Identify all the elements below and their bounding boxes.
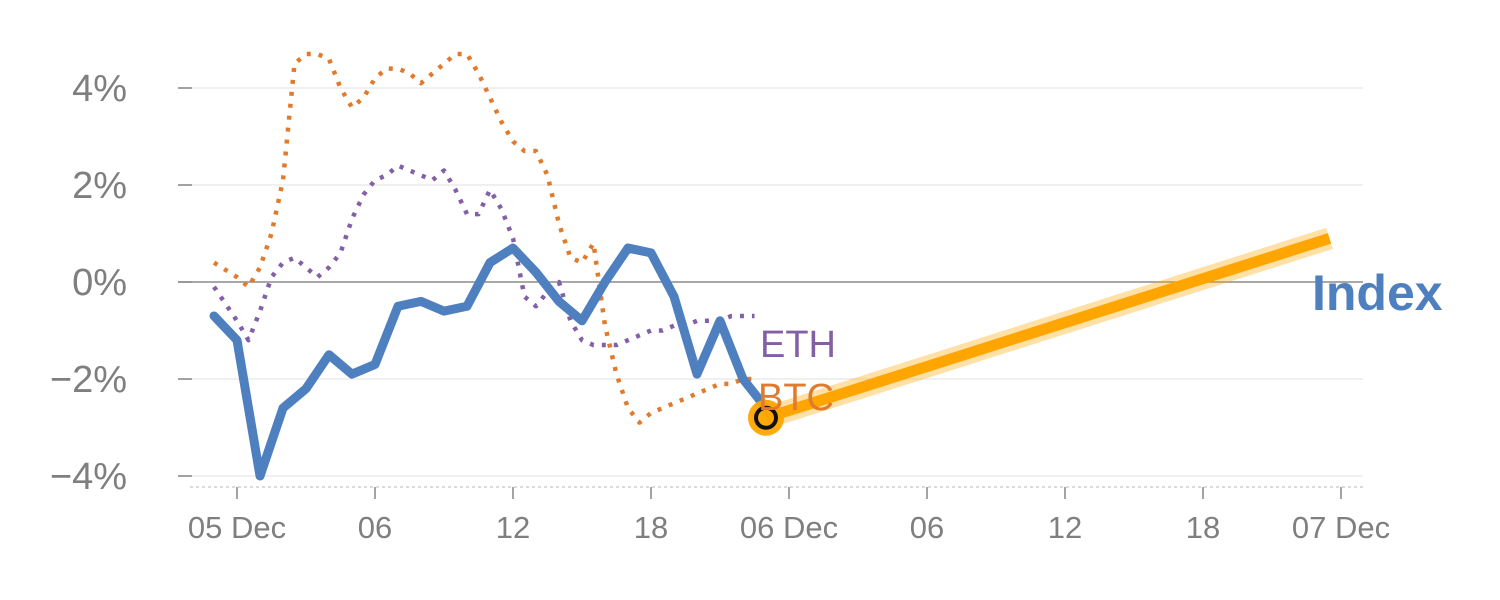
series-line-btc (212, 51, 755, 425)
series-layer (209, 51, 771, 481)
x-tick-label: 12 (1048, 510, 1082, 545)
x-tick-label: 18 (634, 510, 668, 545)
x-tick-label: 07 Dec (1292, 510, 1390, 545)
series-line-index (209, 243, 771, 481)
axes: 4% 2% 0% −2% −4% 05 Dec 06 12 18 06 Dec 06 12 18 07 D… (50, 68, 1390, 545)
series-label-btc: BTC (758, 377, 834, 419)
x-tick-label: 18 (1186, 510, 1220, 545)
series-label-index: Index (1312, 265, 1443, 321)
y-tick-label: 2% (72, 165, 127, 207)
y-tick-label: 4% (72, 68, 127, 110)
x-tick-label: 06 Dec (740, 510, 838, 545)
x-tick-label: 05 Dec (188, 510, 286, 545)
x-tick-label: 12 (496, 510, 530, 545)
y-tick-label: −2% (50, 359, 127, 401)
y-tick-label: −4% (50, 456, 127, 498)
labels-layer: ETH BTC Index (758, 265, 1443, 419)
forecast-line (764, 233, 1332, 424)
current-marker-halo (748, 399, 784, 436)
forecast-layer (748, 227, 1333, 436)
y-tick-label: 0% (72, 262, 127, 304)
current-marker (754, 405, 778, 430)
x-tick-label: 06 (358, 510, 392, 545)
gridlines (178, 87, 1363, 477)
series-line-eth (212, 163, 755, 348)
x-tick-label: 06 (910, 510, 944, 545)
series-label-eth: ETH (760, 324, 836, 366)
